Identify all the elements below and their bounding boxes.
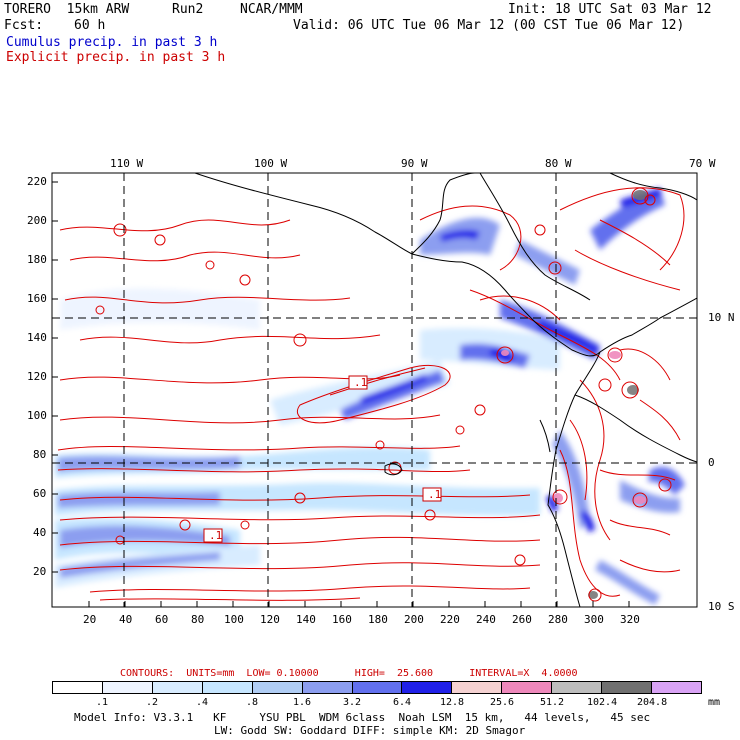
- colorbar-swatch: [251, 682, 302, 693]
- y-axis-ticks: [52, 181, 58, 573]
- lon-label: 110 W: [110, 157, 144, 170]
- y-tick-label: 160: [27, 292, 47, 305]
- forecast-hour: 60 h: [74, 18, 106, 33]
- colorbar: [52, 681, 702, 694]
- colorbar-swatch: [401, 682, 452, 693]
- y-tick-label: 120: [27, 370, 47, 383]
- colorbar-swatch: [551, 682, 602, 693]
- physics-info: LW: Godd SW: Goddard DIFF: simple KM: 2D…: [214, 724, 526, 737]
- lat-label: 0: [708, 456, 715, 469]
- contour-label: .1: [428, 488, 442, 501]
- explicit-title: Explicit precip. in past 3 h: [6, 50, 226, 65]
- x-tick-label: 240: [476, 613, 496, 626]
- forecast-label: Fcst:: [4, 18, 44, 33]
- org-label: NCAR/MMM: [240, 2, 303, 17]
- colorbar-swatch: [501, 682, 552, 693]
- y-tick-label: 180: [27, 253, 47, 266]
- colorbar-label: .2: [146, 697, 159, 708]
- contour-label: .1: [209, 529, 223, 542]
- run-label: Run2: [172, 2, 204, 17]
- y-tick-label: 100: [27, 409, 47, 422]
- colorbar-swatch: [151, 682, 202, 693]
- colorbar-swatch: [301, 682, 352, 693]
- cumulus-precip-field: [55, 188, 685, 605]
- colorbar-swatch: [351, 682, 402, 693]
- x-tick-label: 220: [440, 613, 460, 626]
- colorbar-units: mm: [708, 697, 721, 708]
- colorbar-swatch: [101, 682, 152, 693]
- y-tick-label: 140: [27, 331, 47, 344]
- contours-info: CONTOURS: UNITS=mm LOW= 0.10000 HIGH= 25…: [120, 668, 578, 679]
- x-tick-label: 120: [260, 613, 280, 626]
- model-info: Model Info: V3.3.1 KF YSU PBL WDM 6class…: [74, 711, 651, 724]
- colorbar-label: 204.8: [637, 697, 668, 708]
- colorbar-label: 25.6: [490, 697, 515, 708]
- graticule: [52, 173, 697, 607]
- colorbar-label: .8: [246, 697, 259, 708]
- colorbar-swatch: [53, 682, 102, 693]
- colorbar-label: 102.4: [587, 697, 618, 708]
- colorbar-swatch: [451, 682, 502, 693]
- explicit-precip-contours: [57, 187, 685, 602]
- colorbar-label: 3.2: [343, 697, 362, 708]
- y-tick-label: 220: [27, 175, 47, 188]
- colorbar-swatch: [601, 682, 652, 693]
- y-tick-label: 200: [27, 214, 47, 227]
- x-axis-ticks: [88, 601, 630, 607]
- heavy-precip-patches: [501, 190, 647, 599]
- lon-label: 70 W: [689, 157, 716, 170]
- lat-label: 10 N: [708, 311, 735, 324]
- valid-time: Valid: 06 UTC Tue 06 Mar 12 (00 CST Tue …: [293, 18, 685, 33]
- x-tick-label: 200: [404, 613, 424, 626]
- y-tick-label: 60: [33, 487, 47, 500]
- y-tick-label: 40: [33, 526, 47, 539]
- x-tick-label: 100: [224, 613, 244, 626]
- x-tick-label: 160: [332, 613, 352, 626]
- contour-label-boxes: [203, 375, 442, 543]
- x-tick-label: 80: [191, 613, 205, 626]
- x-tick-label: 20: [83, 613, 97, 626]
- colorbar-label: 6.4: [393, 697, 412, 708]
- lon-label: 100 W: [254, 157, 288, 170]
- colorbar-label: 12.8: [440, 697, 465, 708]
- colorbar-label: .1: [96, 697, 109, 708]
- colorbar-label: 1.6: [293, 697, 312, 708]
- lon-label: 80 W: [545, 157, 572, 170]
- y-tick-label: 20: [33, 565, 47, 578]
- x-tick-label: 140: [296, 613, 316, 626]
- colorbar-swatch: [201, 682, 252, 693]
- model-title: TORERO 15km ARW: [4, 2, 130, 17]
- lon-label: 90 W: [401, 157, 428, 170]
- x-tick-label: 320: [620, 613, 640, 626]
- map-frame: [51, 172, 698, 608]
- colorbar-label: 51.2: [540, 697, 565, 708]
- x-tick-label: 260: [512, 613, 532, 626]
- init-time: Init: 18 UTC Sat 03 Mar 12: [508, 2, 712, 17]
- x-tick-label: 40: [119, 613, 133, 626]
- coastlines: [194, 173, 697, 607]
- x-tick-label: 180: [368, 613, 388, 626]
- cumulus-title: Cumulus precip. in past 3 h: [6, 35, 218, 50]
- colorbar-label: .4: [196, 697, 209, 708]
- contour-label: .1: [354, 376, 368, 389]
- lat-label: 10 S: [708, 600, 735, 613]
- x-tick-label: 60: [155, 613, 169, 626]
- x-tick-label: 300: [584, 613, 604, 626]
- y-tick-label: 80: [33, 448, 47, 461]
- x-tick-label: 280: [548, 613, 568, 626]
- colorbar-swatch: [651, 682, 701, 693]
